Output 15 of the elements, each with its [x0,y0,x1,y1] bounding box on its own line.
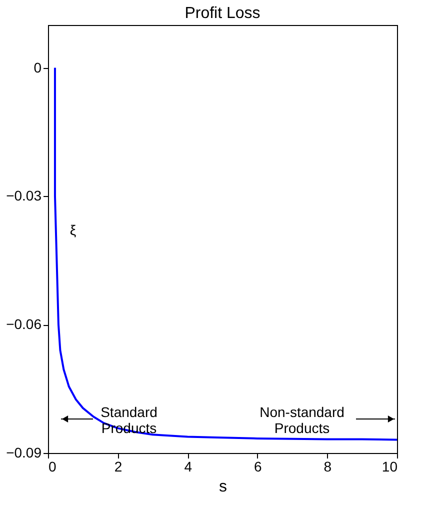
x-tick-label: 0 [48,458,56,474]
y-tick-label: −0.09 [6,444,42,460]
line-series [54,66,397,441]
y-tick-label: 0 [34,59,42,76]
y-tick-label: −0.06 [6,316,42,332]
y-tick-label: −0.03 [6,188,42,204]
annotation: Non-standard Products [260,404,344,436]
x-axis-title: s [219,478,227,496]
x-tick-label: 2 [114,458,122,474]
x-tick-label: 6 [254,458,262,474]
x-tick-label: 4 [184,458,192,474]
x-tick-label: 10 [382,458,398,474]
x-tick-label: 8 [324,458,332,474]
chart-title: Profit Loss [184,5,260,22]
annotation: ξ [70,222,76,238]
